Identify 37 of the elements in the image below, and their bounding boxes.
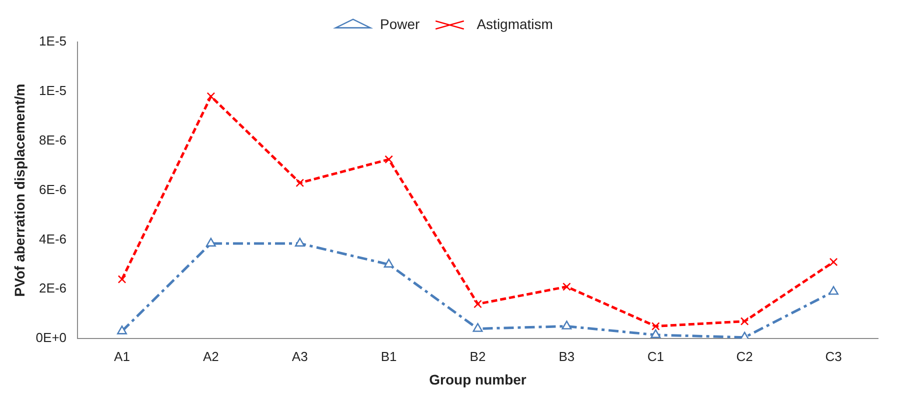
x-tick-label: B2 — [470, 348, 486, 364]
point — [118, 275, 126, 284]
point — [829, 258, 838, 266]
y-tick-label: 2E-6 — [39, 280, 67, 296]
y-tick-label: 8E-6 — [39, 132, 67, 148]
point — [562, 320, 572, 330]
y-tick-label: 1E-5 — [39, 83, 67, 98]
point — [651, 322, 660, 330]
y-axis-title: PVof aberration displacement/m — [11, 84, 28, 297]
x-axis-title: Group number — [429, 371, 527, 388]
point — [384, 155, 394, 164]
x-tick-label: A3 — [292, 348, 308, 364]
point — [117, 326, 127, 334]
point — [828, 286, 839, 295]
legend-label: Power — [380, 16, 420, 32]
point — [740, 317, 749, 326]
point — [206, 238, 216, 247]
point — [294, 238, 305, 247]
point — [296, 178, 304, 188]
point — [472, 323, 483, 332]
point — [206, 92, 216, 101]
x-tick-label: B3 — [558, 348, 575, 364]
point — [384, 258, 394, 268]
y-tick-label: 6E-6 — [39, 182, 67, 197]
y-tick-label: 4E-6 — [39, 231, 67, 246]
point — [474, 300, 482, 308]
y-tick-label: 0E+0 — [36, 330, 67, 346]
x-tick-label: B1 — [380, 348, 397, 364]
x-tick-label: C1 — [647, 348, 664, 364]
x-tick-label: C2 — [736, 348, 753, 364]
point — [650, 329, 661, 338]
point — [562, 282, 571, 291]
x-tick-label: C3 — [825, 348, 842, 364]
x-tick-label: A1 — [114, 348, 130, 364]
x-tick-label: A2 — [202, 348, 219, 364]
legend-label: Astigmatism — [476, 16, 553, 32]
y-tick-label: 1E-5 — [39, 34, 67, 49]
